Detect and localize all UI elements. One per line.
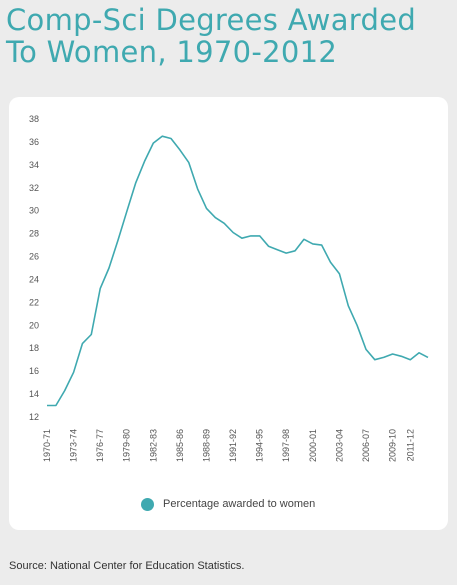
chart-card: 12 14 16 18 20 22 24 26 28 30 32 34 36 38 1970-71 1973-…: [9, 97, 448, 530]
y-tick-label: 28: [29, 229, 39, 239]
x-tick-label: 1985-86: [175, 429, 185, 462]
x-tick-label: 1997-98: [281, 429, 291, 462]
y-tick-label: 16: [29, 366, 39, 376]
x-tick-label: 1991-92: [228, 429, 238, 462]
x-tick-label: 1976-77: [95, 429, 105, 462]
x-tick-label: 1970-71: [42, 429, 52, 462]
x-tick-label: 1973-74: [69, 429, 79, 462]
y-tick-label: 38: [29, 114, 39, 124]
y-tick-label: 36: [29, 137, 39, 147]
x-tick-label: 2003-04: [334, 429, 344, 462]
source-note: Source: National Center for Education St…: [9, 560, 245, 572]
y-tick-label: 34: [29, 160, 39, 170]
x-tick-label: 2000-01: [308, 429, 318, 462]
y-tick-label: 26: [29, 252, 39, 262]
x-tick-label: 2006-07: [361, 429, 371, 462]
chart-legend: Percentage awarded to women: [141, 496, 315, 512]
legend-label: Percentage awarded to women: [163, 498, 316, 510]
x-tick-label: 2011-12: [405, 429, 415, 461]
line-chart: 12 14 16 18 20 22 24 26 28 30 32 34 36 38 1970-71 1973-…: [29, 114, 429, 462]
x-tick-label: 2009-10: [388, 429, 398, 462]
y-tick-label: 30: [29, 206, 39, 216]
series-line: [47, 135, 429, 407]
y-tick-label: 32: [29, 183, 39, 193]
y-tick-label: 18: [29, 343, 39, 353]
x-tick-label: 1988-89: [201, 429, 211, 462]
y-tick-label: 14: [29, 389, 39, 399]
legend-marker: [141, 497, 154, 511]
x-tick-label: 1994-95: [255, 429, 265, 462]
x-tick-label: 1982-83: [148, 429, 158, 462]
y-tick-label: 22: [29, 297, 39, 307]
x-tick-label: 1979-80: [122, 429, 132, 462]
page-title: Comp-Sci Degrees Awarded To Women, 1970-…: [6, 3, 417, 69]
y-tick-label: 24: [29, 274, 39, 284]
y-tick-label: 20: [29, 320, 39, 330]
y-tick-label: 12: [29, 412, 39, 422]
